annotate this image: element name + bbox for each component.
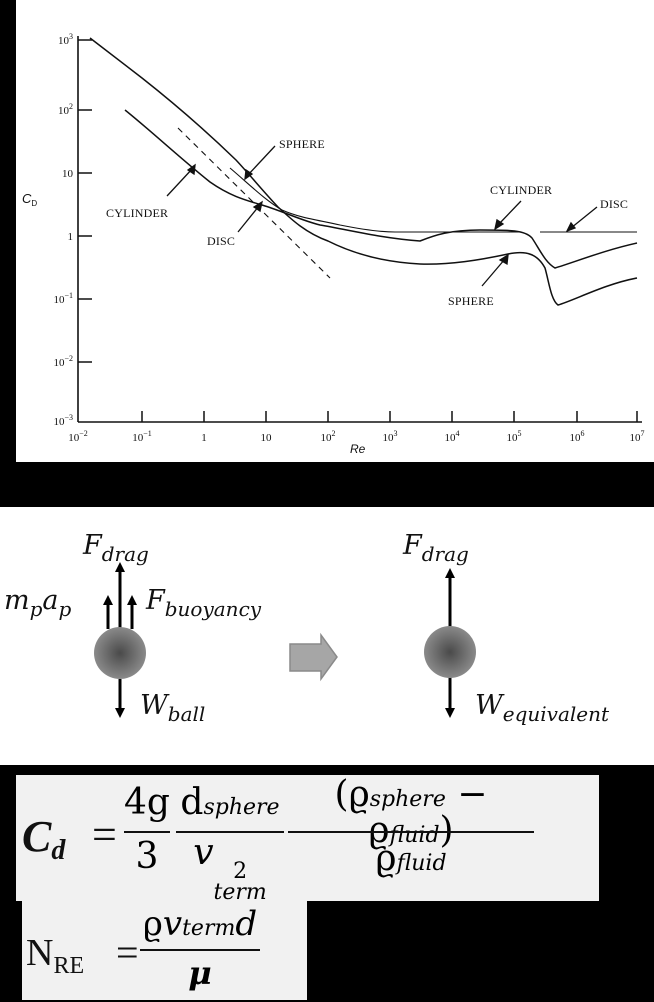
reynolds-number-equation: NRE = ϱvtermd μ (22, 901, 307, 1000)
label-cylinder-left: CYLINDER (106, 206, 168, 220)
label-w-ball: Wball (140, 690, 206, 726)
transition-arrow-icon (289, 632, 338, 682)
stokes-dashed-line (177, 127, 331, 279)
left-free-body (94, 562, 146, 718)
arrow-head-icon (186, 163, 196, 176)
x-tick-label: 103 (383, 429, 398, 444)
label-disc-left: DISC (207, 234, 235, 248)
drag-coefficient-equation: Cd = 4g 3 dsphere v 2 term (ϱsphere − ϱflu… (16, 775, 599, 904)
y-tick-label: 1 (68, 231, 74, 243)
arrow-head-icon (565, 221, 577, 233)
label-f-drag-right: Fdrag (403, 530, 469, 566)
label-sphere-top: SPHERE (279, 137, 325, 151)
right-free-body (424, 568, 476, 718)
label-disc-right: DISC (600, 197, 628, 211)
disc-curve (229, 167, 520, 233)
x-axis-title: Re (350, 442, 366, 456)
force-diagram: Fdrag mpap Fbuoyancy Wball Fdrag Wequiva… (0, 507, 654, 765)
force-diagram-svg (94, 562, 476, 718)
y-tick-label: 10−2 (53, 354, 73, 369)
x-tick-label: 10−2 (68, 429, 88, 444)
y-tick-label: 103 (58, 32, 73, 47)
annotation-arrows (166, 145, 598, 287)
label-inertia: mpap (4, 585, 72, 621)
label-w-equivalent: Wequivalent (475, 690, 610, 726)
eq1-equals: = (92, 810, 117, 859)
eq1-lhs: Cd (22, 812, 66, 866)
label-f-drag-left: Fdrag (83, 530, 149, 566)
eq2-lhs: NRE (26, 932, 85, 979)
x-tick-label: 10−1 (132, 429, 152, 444)
label-f-buoyancy: Fbuoyancy (146, 585, 262, 621)
label-cylinder-right: CYLINDER (490, 183, 552, 197)
y-tick-label: 10 (62, 168, 74, 180)
x-ticks: 10−2 10−1 1 10 102 103 104 105 106 107 (68, 411, 645, 444)
arrow-head-icon (498, 253, 509, 266)
cylinder-curve (124, 109, 638, 269)
y-tick-label: 102 (58, 102, 73, 117)
y-tick-label: 10−3 (53, 413, 73, 428)
x-tick-label: 1 (201, 432, 207, 444)
arrow-head-icon (494, 218, 505, 231)
x-tick-label: 104 (445, 429, 460, 444)
ball-icon (424, 626, 476, 678)
x-tick-label: 107 (630, 429, 645, 444)
arrow-head-icon (244, 168, 254, 181)
label-sphere-bottom: SPHERE (448, 294, 494, 308)
eq1-fraction-3: (ϱsphere − ϱfluid) ϱfluid (288, 777, 534, 877)
eq1-fraction-1: 4g 3 (124, 782, 170, 877)
x-tick-label: 106 (570, 429, 585, 444)
arrow-head-icon (252, 200, 263, 213)
eq2-equals: = (116, 930, 139, 975)
x-tick-label: 105 (507, 429, 522, 444)
eq1-fraction-2: dsphere v 2 term (176, 785, 284, 904)
sphere-curve (89, 37, 638, 306)
x-tick-label: 10 (261, 432, 273, 444)
y-tick-label: 10−1 (53, 291, 73, 306)
y-axis-title: CD (22, 191, 37, 208)
x-tick-label: 102 (321, 429, 336, 444)
ball-icon (94, 627, 146, 679)
eq2-fraction: ϱvtermd μ (140, 907, 260, 989)
drag-coefficient-chart: 103 102 10 1 10−1 10−2 10−3 10−2 10−1 1 10 102 103 1… (16, 0, 654, 462)
